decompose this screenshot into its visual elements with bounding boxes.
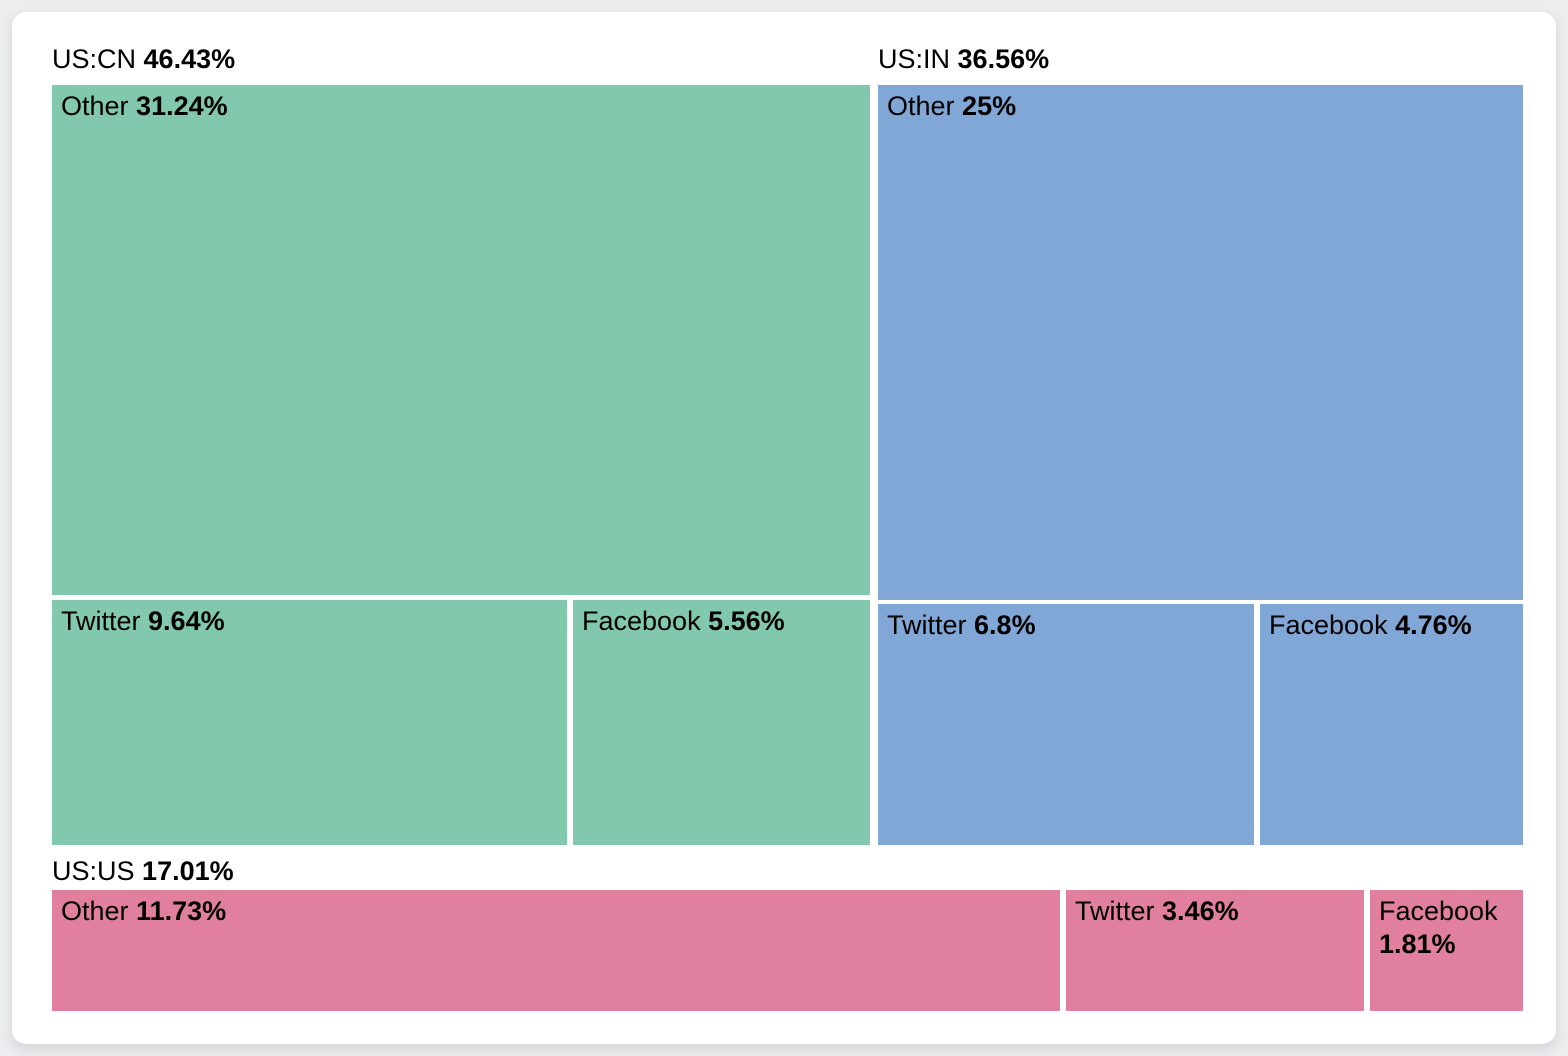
- group-value: 36.56%: [957, 44, 1050, 74]
- group-header-us-us: US:US 17.01%: [52, 855, 234, 887]
- cell-label: Facebook: [1379, 896, 1498, 926]
- cell-label: Twitter: [887, 610, 967, 640]
- cell-label: Twitter: [61, 606, 141, 636]
- cell-value: 9.64%: [148, 606, 225, 636]
- group-value: 46.43%: [143, 44, 236, 74]
- cell-label: Other: [61, 896, 129, 926]
- treemap-cell-us-in-facebook[interactable]: Facebook 4.76%: [1260, 604, 1523, 845]
- cell-label: Twitter: [1075, 896, 1155, 926]
- treemap-cell-us-us-twitter[interactable]: Twitter 3.46%: [1066, 890, 1364, 1011]
- treemap-card: US:CN 46.43% Other 31.24% Twitter 9.64% …: [12, 12, 1556, 1044]
- group-header-us-cn: US:CN 46.43%: [52, 43, 235, 75]
- treemap-cell-us-us-other[interactable]: Other 11.73%: [52, 890, 1060, 1011]
- cell-value: 3.46%: [1162, 896, 1239, 926]
- cell-value: 11.73%: [136, 896, 227, 926]
- group-header-us-in: US:IN 36.56%: [878, 43, 1049, 75]
- cell-value: 4.76%: [1395, 610, 1472, 640]
- treemap-cell-us-in-other[interactable]: Other 25%: [878, 85, 1523, 600]
- treemap-cell-us-in-twitter[interactable]: Twitter 6.8%: [878, 604, 1254, 845]
- group-label: US:CN: [52, 44, 137, 74]
- group-label: US:US: [52, 856, 135, 886]
- cell-label: Facebook: [582, 606, 701, 636]
- group-label: US:IN: [878, 44, 951, 74]
- cell-label: Facebook: [1269, 610, 1388, 640]
- cell-value: 6.8%: [974, 610, 1036, 640]
- cell-value: 5.56%: [708, 606, 785, 636]
- cell-label: Other: [887, 91, 955, 121]
- treemap-cell-us-cn-other[interactable]: Other 31.24%: [52, 85, 870, 595]
- cell-value: 25%: [962, 91, 1017, 121]
- cell-value: 31.24%: [136, 91, 228, 121]
- treemap-cell-us-cn-twitter[interactable]: Twitter 9.64%: [52, 600, 567, 845]
- treemap-cell-us-cn-facebook[interactable]: Facebook 5.56%: [573, 600, 870, 845]
- treemap-cell-us-us-facebook[interactable]: Facebook 1.81%: [1370, 890, 1523, 1011]
- cell-value: 1.81%: [1379, 929, 1456, 959]
- group-value: 17.01%: [142, 856, 234, 886]
- cell-label: Other: [61, 91, 129, 121]
